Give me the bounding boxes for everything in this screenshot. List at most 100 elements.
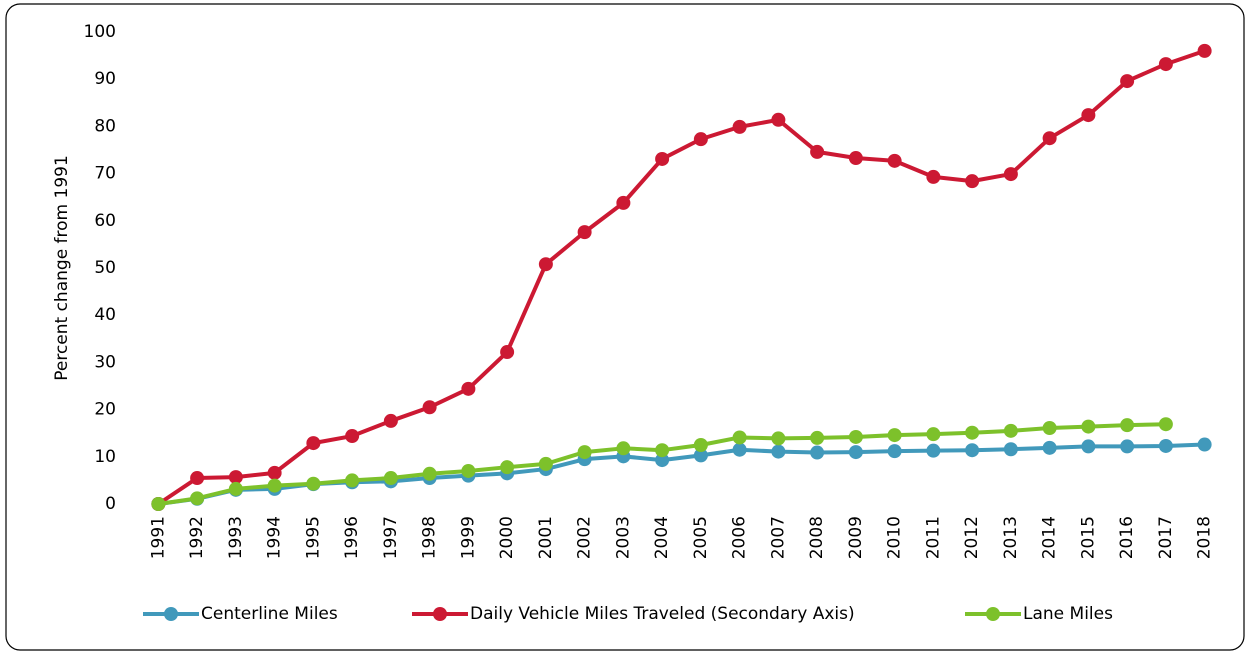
data-point: [267, 465, 282, 480]
x-tick-label: 2002: [575, 516, 595, 559]
data-point: [1081, 108, 1096, 123]
x-tick-label: 2004: [652, 516, 672, 559]
data-point: [887, 153, 902, 168]
data-point: [810, 144, 825, 159]
data-point: [228, 481, 243, 496]
data-point: [655, 443, 670, 458]
data-point: [1003, 423, 1018, 438]
y-tick-label: 60: [94, 211, 116, 231]
data-point: [1158, 438, 1173, 453]
y-axis-label: Percent change from 1991: [52, 155, 72, 381]
y-tick-label: 20: [94, 400, 116, 420]
data-point: [848, 151, 863, 166]
x-tick-label: 2010: [885, 516, 905, 559]
data-point: [345, 473, 360, 488]
data-point: [771, 431, 786, 446]
data-point: [190, 491, 205, 506]
x-tick-label: 1995: [303, 516, 323, 559]
data-point: [1197, 43, 1212, 58]
data-point: [422, 400, 437, 415]
data-point: [848, 429, 863, 444]
data-point: [771, 112, 786, 127]
data-point: [926, 169, 941, 184]
data-point: [383, 471, 398, 486]
data-point: [965, 174, 980, 189]
data-point: [693, 448, 708, 463]
x-tick-label: 2005: [691, 516, 711, 559]
x-tick-label: 2003: [613, 516, 633, 559]
x-tick-label: 2013: [1001, 516, 1021, 559]
data-point: [1003, 442, 1018, 457]
legend-marker: [986, 607, 1000, 621]
data-point: [926, 443, 941, 458]
data-point: [732, 430, 747, 445]
data-point: [306, 476, 321, 491]
data-point: [693, 132, 708, 147]
legend-label: Daily Vehicle Miles Traveled (Secondary …: [470, 604, 855, 624]
data-point: [848, 445, 863, 460]
x-tick-label: 1992: [187, 516, 207, 559]
y-tick-label: 40: [94, 305, 116, 325]
data-point: [616, 195, 631, 210]
data-point: [965, 443, 980, 458]
data-point: [1042, 440, 1057, 455]
data-point: [1120, 74, 1135, 89]
data-point: [887, 444, 902, 459]
x-tick-label: 1993: [226, 516, 246, 559]
data-point: [383, 413, 398, 428]
data-point: [655, 453, 670, 468]
y-tick-label: 30: [94, 352, 116, 372]
x-tick-label: 2007: [768, 516, 788, 559]
data-point: [1003, 167, 1018, 182]
data-point: [965, 425, 980, 440]
y-tick-label: 50: [94, 258, 116, 278]
legend-label: Centerline Miles: [201, 604, 338, 624]
data-point: [1042, 421, 1057, 436]
data-point: [500, 345, 515, 360]
data-point: [810, 445, 825, 460]
x-tick-label: 2017: [1156, 516, 1176, 559]
data-point: [810, 430, 825, 445]
x-tick-label: 2001: [536, 516, 556, 559]
data-point: [1042, 131, 1057, 146]
data-point: [538, 257, 553, 272]
x-tick-label: 1996: [342, 516, 362, 559]
data-point: [345, 429, 360, 444]
data-point: [190, 471, 205, 486]
x-tick-label: 2008: [807, 516, 827, 559]
y-tick-label: 70: [94, 164, 116, 184]
x-tick-label: 2006: [730, 516, 750, 559]
x-tick-label: 2016: [1117, 516, 1137, 559]
data-point: [1081, 439, 1096, 454]
y-tick-label: 10: [94, 447, 116, 467]
data-point: [577, 225, 592, 240]
y-tick-label: 0: [105, 494, 116, 514]
data-point: [1120, 439, 1135, 454]
x-tick-label: 2012: [962, 516, 982, 559]
data-point: [461, 381, 476, 396]
data-point: [655, 151, 670, 166]
y-tick-label: 80: [94, 116, 116, 136]
data-point: [577, 445, 592, 460]
series-line: [157, 48, 1206, 506]
x-tick-label: 1997: [381, 516, 401, 559]
data-point: [306, 436, 321, 451]
data-point: [538, 456, 553, 471]
data-point: [616, 441, 631, 456]
x-tick-label: 1999: [458, 516, 478, 559]
legend-label: Lane Miles: [1023, 604, 1113, 624]
data-point: [693, 438, 708, 452]
data-point: [422, 466, 437, 481]
x-tick-label: 1991: [148, 516, 168, 559]
data-point: [1120, 418, 1135, 433]
y-tick-label: 90: [94, 69, 116, 89]
data-point: [926, 427, 941, 442]
x-tick-label: 2011: [923, 516, 943, 559]
data-point: [267, 478, 282, 493]
data-point: [732, 442, 747, 457]
x-tick-label: 2014: [1040, 516, 1060, 559]
x-tick-label: 1994: [265, 516, 285, 559]
data-point: [1197, 437, 1212, 452]
legend-marker: [433, 607, 447, 621]
